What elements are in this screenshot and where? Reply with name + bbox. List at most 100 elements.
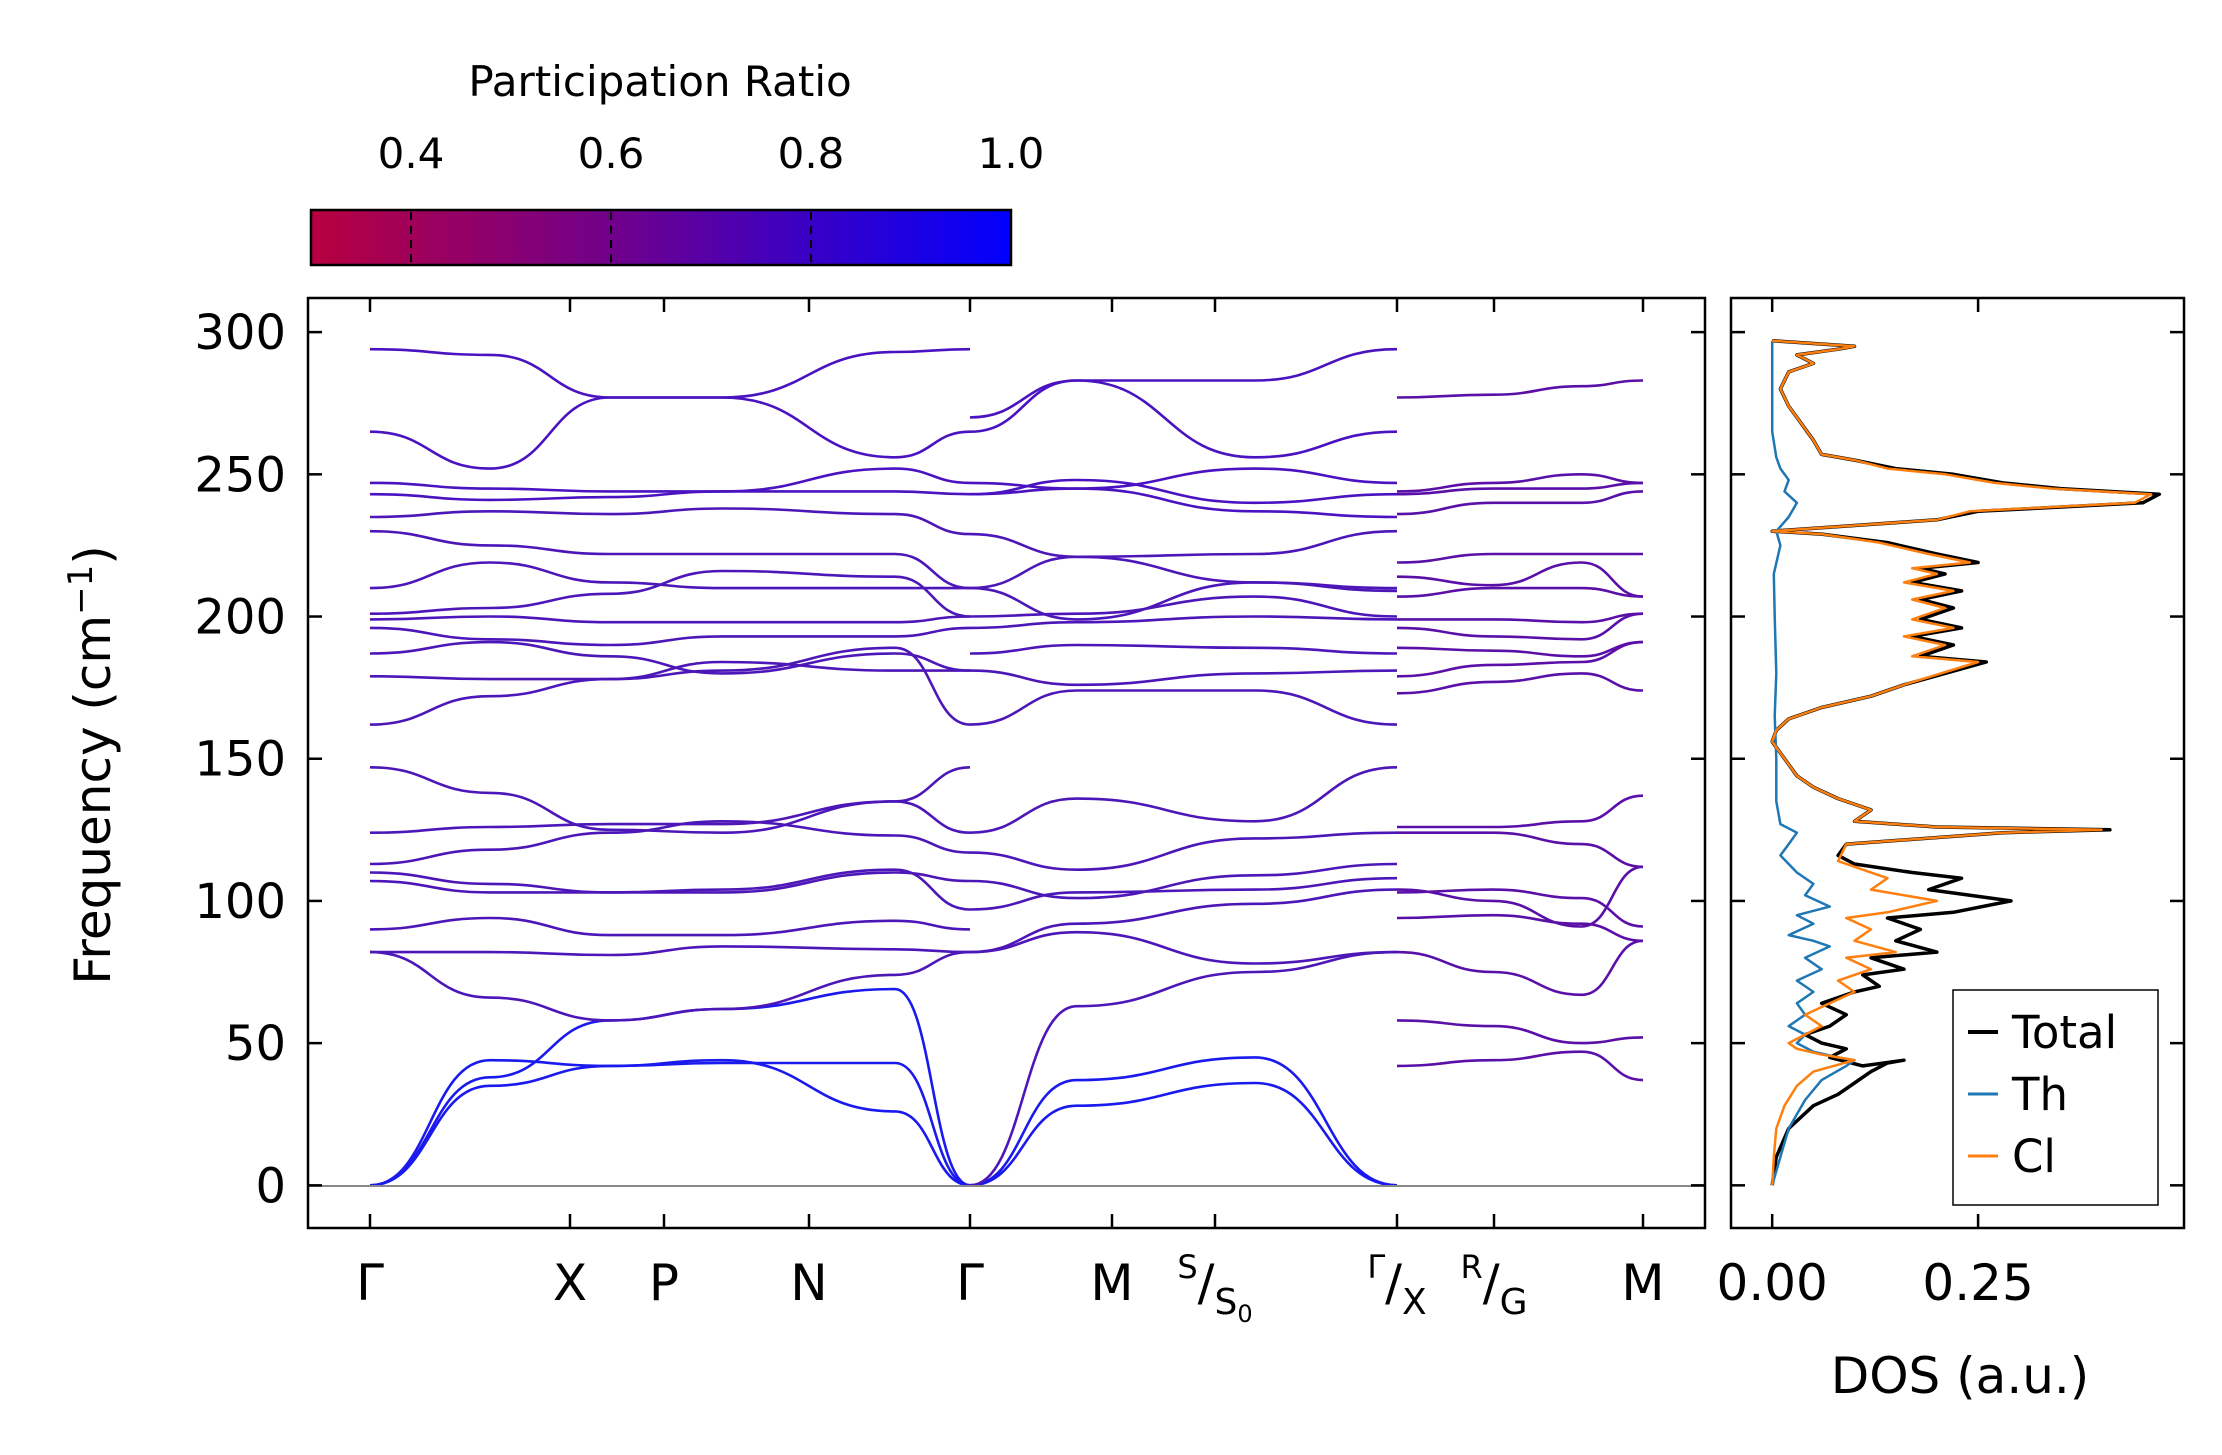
phonon-band bbox=[969, 950, 1398, 1187]
phonon-band bbox=[369, 819, 971, 866]
phonon-band bbox=[1396, 640, 1644, 658]
phonon-band bbox=[1396, 913, 1644, 943]
y-axis-label-sup: −1 bbox=[61, 565, 101, 615]
phonon-band bbox=[369, 396, 971, 470]
band-y-tick-label: 100 bbox=[194, 874, 286, 930]
dos-ticks: 0.00 0.25 bbox=[1717, 298, 2184, 1312]
legend-box bbox=[1952, 989, 2159, 1206]
colorbar-tick-label: 0.6 bbox=[578, 129, 645, 178]
phonon-band bbox=[969, 930, 1398, 965]
band-x-ticks: Γ X P N Γ M S/S0 Γ/X R/G M bbox=[356, 298, 1665, 1328]
colorbar-title: Participation Ratio bbox=[468, 57, 851, 106]
band-y-tick-label: 50 bbox=[225, 1016, 286, 1072]
phonon-band bbox=[1396, 561, 1644, 598]
phonon-band bbox=[1396, 481, 1644, 496]
phonon-band bbox=[369, 615, 971, 624]
phonon-band bbox=[969, 862, 1398, 900]
phonon-band bbox=[969, 581, 1398, 621]
dos-series-cl bbox=[1770, 339, 2153, 1186]
phonon-band bbox=[370, 945, 971, 957]
band-x-tick-label: M bbox=[1621, 1254, 1664, 1312]
dos-legend: Total Th Cl bbox=[1952, 989, 2159, 1206]
legend-label: Cl bbox=[2012, 1130, 2056, 1183]
y-axis-label-base: Frequency (cm bbox=[64, 615, 122, 985]
phonon-band bbox=[1396, 1019, 1644, 1045]
dos-axes-frame bbox=[1729, 296, 2186, 1230]
phonon-band bbox=[969, 595, 1398, 618]
phonon-band bbox=[369, 916, 971, 937]
band-y-tick-label: 200 bbox=[194, 590, 286, 646]
phonon-band bbox=[969, 1081, 1398, 1187]
y-axis-label: Frequency (cm−1) bbox=[61, 545, 122, 985]
band-x-tick-label: S/S0 bbox=[1177, 1248, 1252, 1328]
legend-label: Total bbox=[2011, 1006, 2117, 1059]
colorbar bbox=[309, 208, 1013, 267]
phonon-band bbox=[1396, 490, 1644, 516]
colorbar-ticks bbox=[410, 212, 812, 263]
phonon-band bbox=[1396, 552, 1643, 564]
dos-lines bbox=[1770, 338, 2162, 1186]
band-y-tick-label: 300 bbox=[194, 305, 286, 361]
colorbar-tick-label: 0.4 bbox=[378, 129, 445, 178]
band-x-tick-label: Γ bbox=[356, 1254, 384, 1312]
phonon-band bbox=[369, 660, 970, 681]
band-y-tick-label: 0 bbox=[255, 1158, 286, 1214]
phonon-band bbox=[969, 831, 1398, 872]
legend-label: Th bbox=[2011, 1068, 2068, 1121]
phonon-band bbox=[969, 1056, 1398, 1187]
dos-x-tick-label: 0.00 bbox=[1717, 1254, 1828, 1312]
phonon-band bbox=[1397, 612, 1644, 624]
band-x-tick-label: Γ/X bbox=[1367, 1248, 1426, 1323]
phonon-band bbox=[969, 615, 1398, 630]
colorbar-tick-label: 1.0 bbox=[978, 129, 1045, 178]
colorbar-tick-label: 0.8 bbox=[778, 129, 845, 178]
dos-x-axis-label: DOS (a.u.) bbox=[1831, 1347, 2090, 1405]
phonon-band bbox=[1396, 640, 1644, 678]
band-x-tick-label: P bbox=[649, 1254, 679, 1312]
dos-x-tick-label: 0.25 bbox=[1922, 1254, 2033, 1312]
band-x-tick-label: X bbox=[553, 1254, 587, 1312]
phonon-band bbox=[969, 643, 1398, 655]
band-x-tick-label: N bbox=[790, 1254, 827, 1312]
phonon-band bbox=[369, 490, 971, 502]
band-x-tick-label: R/G bbox=[1461, 1248, 1528, 1323]
band-y-ticks: 0 50 100 150 200 250 300 bbox=[194, 305, 1705, 1214]
phonon-band bbox=[369, 569, 971, 618]
phonon-band bbox=[369, 950, 971, 1022]
phonon-band bbox=[1397, 831, 1644, 869]
phonon-band bbox=[1396, 865, 1644, 928]
phonon-band bbox=[1397, 794, 1644, 829]
phonon-band bbox=[1396, 612, 1644, 641]
band-y-tick-label: 250 bbox=[194, 447, 286, 503]
phonon-band bbox=[969, 888, 1398, 954]
band-axes-frame bbox=[306, 296, 1707, 1230]
phonon-band bbox=[1396, 586, 1644, 598]
phonon-band bbox=[1396, 472, 1644, 493]
band-lines bbox=[369, 347, 1644, 1187]
phonon-band bbox=[969, 876, 1398, 911]
phonon-band bbox=[369, 871, 971, 894]
phonon-band bbox=[369, 987, 971, 1187]
phonon-band bbox=[969, 766, 1398, 834]
phonon-band bbox=[969, 529, 1398, 559]
phonon-band bbox=[369, 1058, 971, 1187]
phonon-band bbox=[369, 1061, 971, 1187]
phonon-band bbox=[1396, 939, 1644, 997]
phonon-band bbox=[969, 347, 1398, 419]
phonon-band bbox=[1396, 888, 1644, 928]
phonon-band bbox=[1396, 379, 1644, 399]
phonon-band bbox=[969, 689, 1398, 726]
phonon-band bbox=[369, 766, 971, 835]
band-y-tick-label: 150 bbox=[194, 732, 286, 788]
phonon-band bbox=[1396, 672, 1644, 695]
phonon-band bbox=[969, 555, 1398, 593]
phonon-band bbox=[369, 529, 971, 590]
colorbar-tick-labels: 0.4 0.6 0.8 1.0 bbox=[378, 129, 1045, 178]
band-x-tick-label: Γ bbox=[956, 1254, 984, 1312]
phonon-band bbox=[369, 646, 971, 726]
phonon-band bbox=[369, 868, 971, 911]
band-x-tick-label: M bbox=[1090, 1254, 1133, 1312]
phonon-band bbox=[369, 507, 971, 536]
y-axis-label-close: ) bbox=[64, 545, 122, 565]
